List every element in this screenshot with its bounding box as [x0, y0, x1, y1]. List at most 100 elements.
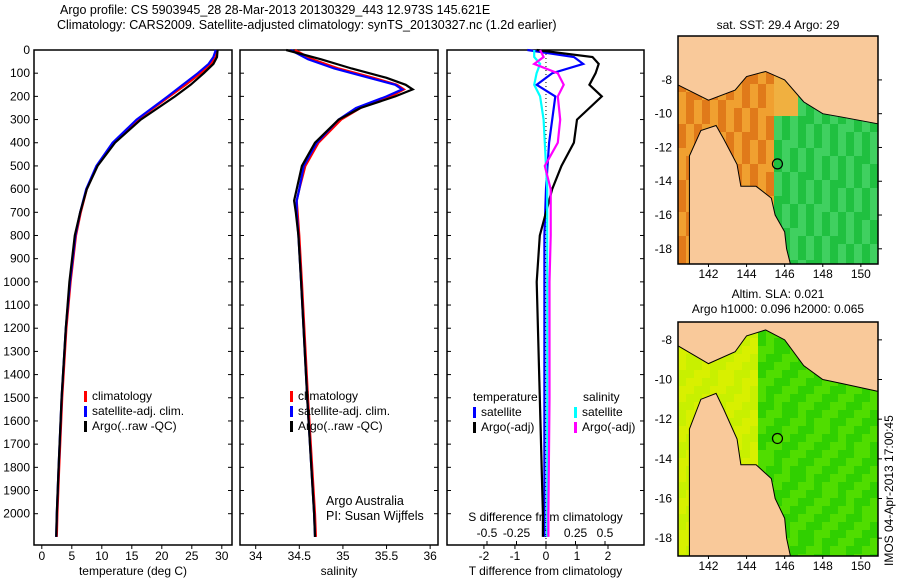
- map-cell: [694, 100, 702, 108]
- y-tick-label: 1600: [3, 414, 30, 428]
- map-cell: [790, 172, 798, 180]
- legend-swatch: [84, 421, 87, 432]
- map-cell: [838, 458, 846, 466]
- map-cell: [742, 180, 750, 188]
- map-cell: [814, 394, 822, 402]
- map-cell: [846, 466, 854, 474]
- map-cell: [686, 370, 694, 378]
- map-cell: [838, 140, 846, 148]
- map-cell: [790, 538, 798, 546]
- map-cell: [798, 260, 806, 264]
- map-cell: [694, 124, 702, 132]
- map-cell: [846, 228, 854, 236]
- map-cell: [774, 156, 782, 164]
- map-cell: [678, 490, 686, 498]
- map-cell: [782, 156, 790, 164]
- map-cell: [862, 498, 870, 506]
- map-cell: [806, 132, 814, 140]
- map-cell: [846, 220, 854, 228]
- map-cell: [854, 506, 862, 514]
- y-tick-label: 0: [23, 43, 30, 57]
- map-cell: [766, 172, 774, 180]
- map-cell: [758, 100, 766, 108]
- map-cell: [838, 522, 846, 530]
- map-cell: [798, 180, 806, 188]
- map-cell: [806, 514, 814, 522]
- map-cell: [862, 164, 870, 172]
- map-cell: [742, 362, 750, 370]
- map-cell: [766, 386, 774, 394]
- map-cell: [774, 410, 782, 418]
- map-cell: [678, 378, 686, 386]
- map-cell: [790, 434, 798, 442]
- map-cell: [814, 180, 822, 188]
- map-cell: [854, 196, 862, 204]
- map-cell: [774, 490, 782, 498]
- map-cell: [846, 546, 854, 554]
- map-cell: [750, 346, 758, 354]
- map-cell: [678, 482, 686, 490]
- map-cell: [790, 164, 798, 172]
- map-cell: [750, 354, 758, 362]
- map-cell: [782, 378, 790, 386]
- map-cell: [774, 378, 782, 386]
- map-cell: [782, 506, 790, 514]
- map-cell: [790, 196, 798, 204]
- map-cell: [862, 244, 870, 252]
- map-cell: [782, 92, 790, 100]
- map-cell: [862, 410, 870, 418]
- map-cell: [694, 92, 702, 100]
- map-cell: [838, 132, 846, 140]
- map-cell: [766, 92, 774, 100]
- map-cell: [806, 148, 814, 156]
- map-cell: [798, 554, 806, 556]
- map-cell: [790, 212, 798, 220]
- map-cell: [774, 164, 782, 172]
- legend-swatch: [473, 407, 476, 418]
- map-cell: [798, 132, 806, 140]
- map-cell: [814, 108, 822, 116]
- map-cell: [798, 490, 806, 498]
- y-tick-label: 1500: [3, 391, 30, 405]
- map-cell: [782, 474, 790, 482]
- map-cell: [846, 212, 854, 220]
- map-cell: [862, 228, 870, 236]
- map-cell: [870, 434, 878, 442]
- map-cell: [678, 362, 686, 370]
- map-cell: [830, 236, 838, 244]
- map-cell: [686, 140, 694, 148]
- map-cell: [750, 164, 758, 172]
- map-cell: [838, 514, 846, 522]
- map-cell: [782, 164, 790, 172]
- map-cell: [678, 538, 686, 546]
- map-cell: [750, 132, 758, 140]
- map-cell: [798, 100, 806, 108]
- map-cell: [758, 108, 766, 116]
- x-tick-label: -1: [510, 549, 521, 563]
- map-cell: [742, 156, 750, 164]
- map-cell: [822, 402, 830, 410]
- map-cell: [870, 458, 878, 466]
- map-cell: [806, 124, 814, 132]
- map-cell: [838, 260, 846, 264]
- map-cell: [814, 188, 822, 196]
- map-cell: [822, 410, 830, 418]
- map-cell: [774, 212, 782, 220]
- map-cell: [774, 354, 782, 362]
- map-cell: [678, 458, 686, 466]
- map-cell: [774, 148, 782, 156]
- map-cell: [758, 378, 766, 386]
- map-cell: [870, 124, 878, 132]
- map-cell: [790, 394, 798, 402]
- map-cell: [806, 244, 814, 252]
- x-tick-label: 36: [423, 549, 437, 563]
- map-x-tick-label: 150: [851, 559, 871, 573]
- map-cell: [846, 442, 854, 450]
- map-cell: [854, 410, 862, 418]
- map-y-tick-label: -12: [655, 412, 673, 426]
- map-cell: [758, 124, 766, 132]
- map-cell: [734, 156, 742, 164]
- map-cell: [766, 378, 774, 386]
- map-cell: [806, 434, 814, 442]
- map-cell: [678, 498, 686, 506]
